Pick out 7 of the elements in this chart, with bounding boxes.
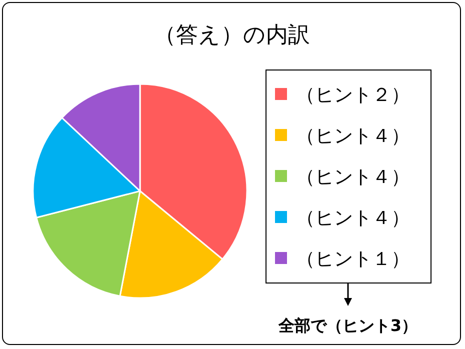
- legend-label: （ヒント４）: [296, 166, 410, 188]
- legend-label: （ヒント４）: [296, 125, 410, 147]
- chart-title: （答え）の内訳: [154, 23, 310, 48]
- legend-label: （ヒント２）: [296, 84, 410, 106]
- text: 全部で（ヒント3）: [277, 316, 418, 335]
- legend-label: （ヒント４）: [296, 207, 410, 229]
- legend-label: （ヒント１）: [296, 248, 410, 270]
